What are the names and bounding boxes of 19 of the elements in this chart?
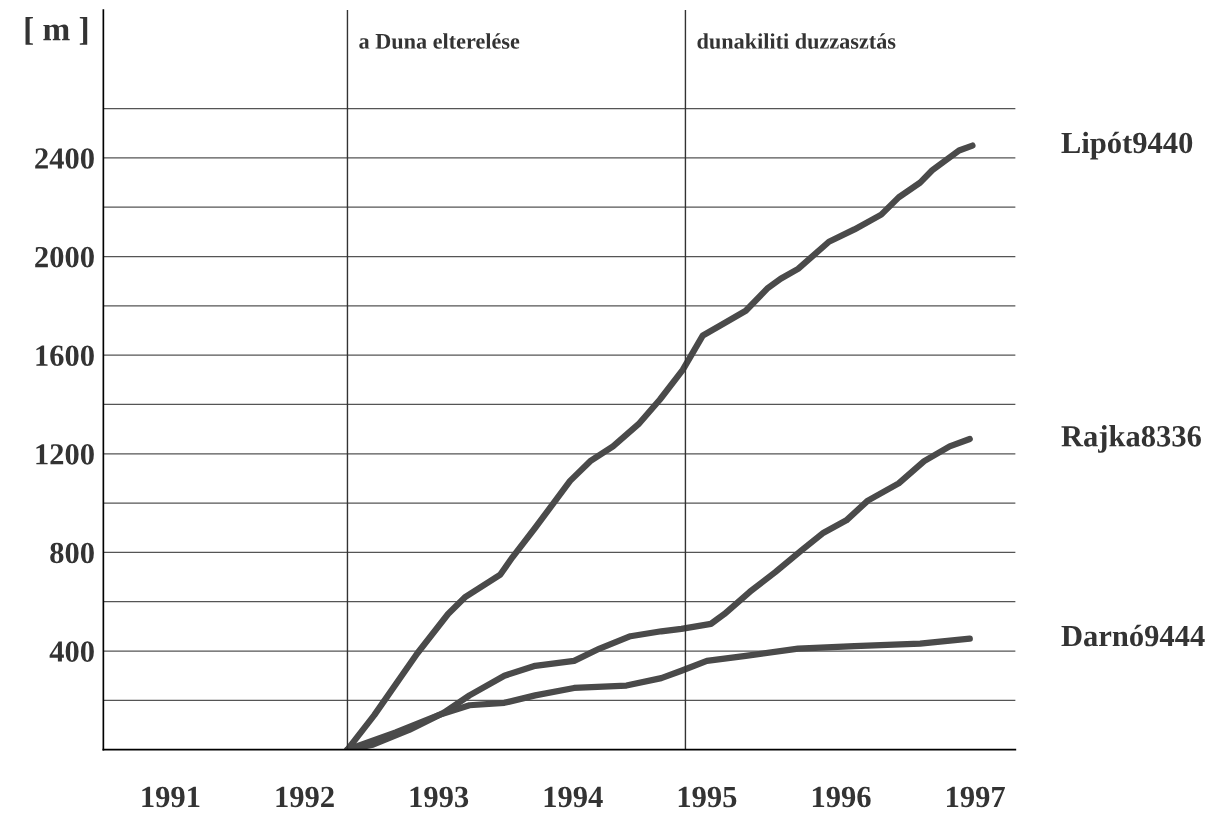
x-tick-label: 1995 <box>678 786 737 808</box>
x-tick-label: 1994 <box>544 786 603 808</box>
x-tick-label: 1997 <box>947 786 1005 808</box>
y-tick-label: 2000 <box>35 246 94 268</box>
x-tick-label: 1993 <box>410 786 469 808</box>
y-tick-label: 800 <box>50 542 94 564</box>
y-tick-label: 1200 <box>36 444 94 465</box>
ref-line-label: dunakiliti duzzasztás <box>697 33 896 49</box>
ref-line-label: a Duna elterelése <box>359 33 520 49</box>
y-tick-label: 400 <box>49 641 94 662</box>
text: Lipót9440 <box>1061 131 1193 160</box>
x-tick-label: 1996 <box>812 786 871 808</box>
y-tick-label: 2400 <box>35 148 94 169</box>
y-axis-title: [ m ] <box>25 17 88 45</box>
x-tick-label: 1992 <box>276 786 334 808</box>
text: Rajka8336 <box>1061 425 1201 453</box>
text: Darnó9444 <box>1061 624 1205 647</box>
y-tick-label: 1600 <box>36 345 94 367</box>
x-tick-label: 1991 <box>142 786 200 808</box>
